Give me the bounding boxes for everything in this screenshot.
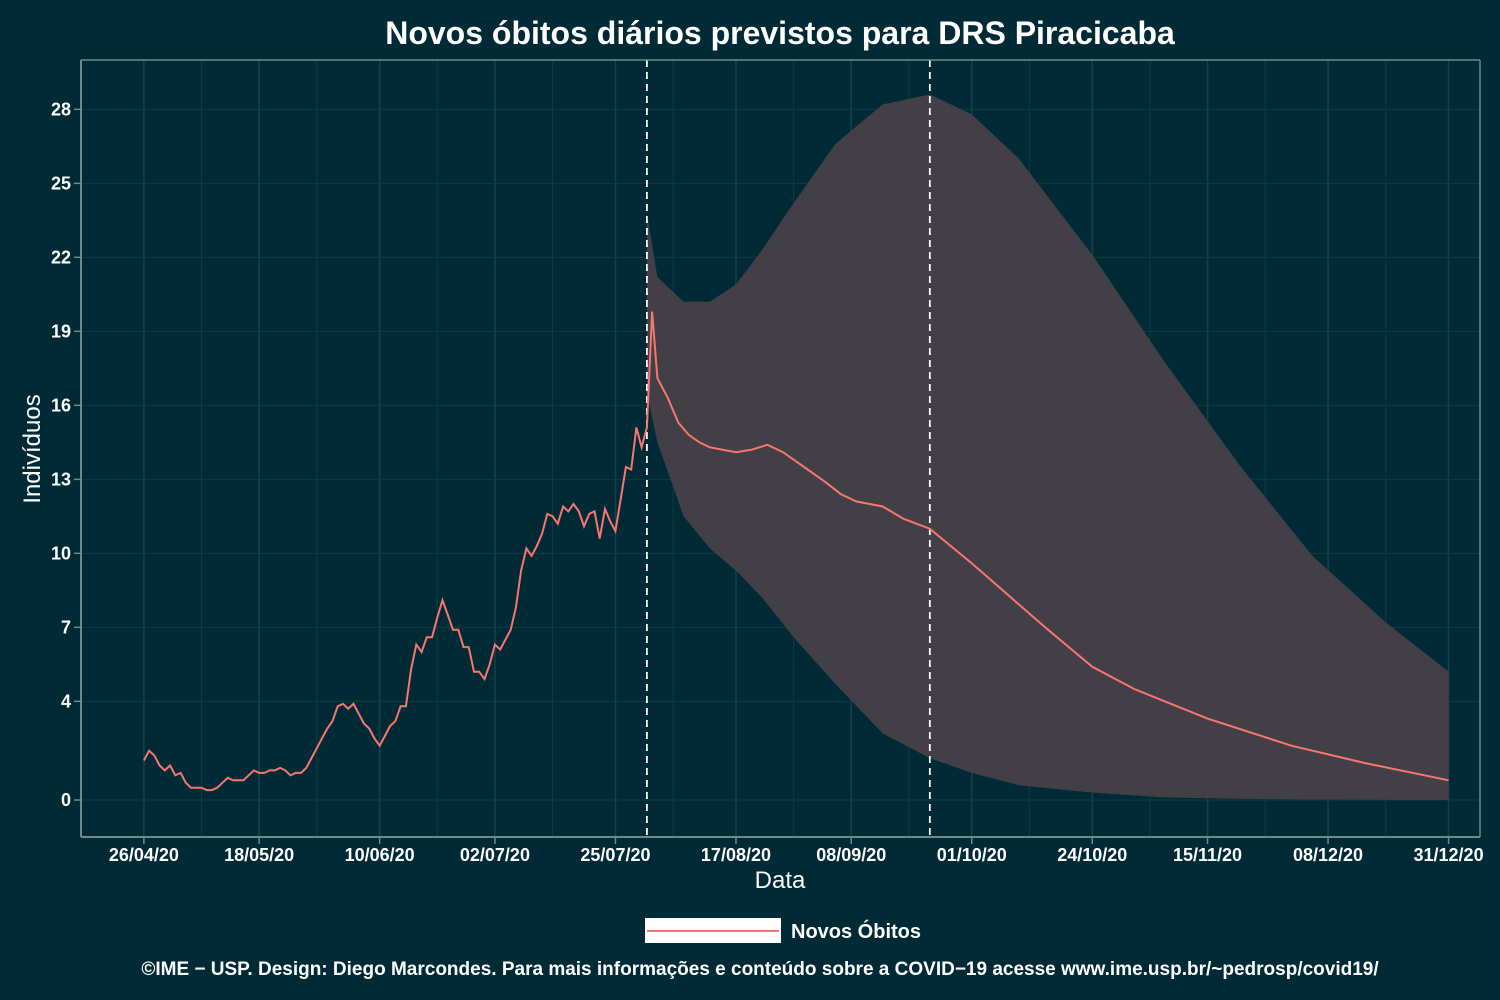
- x-tick-label-7: 01/10/20: [937, 845, 1007, 865]
- legend: Novos Óbitos: [645, 918, 921, 943]
- x-tick-label-6: 08/09/20: [816, 845, 886, 865]
- vertical-lines: [645, 60, 931, 837]
- x-tick-label-1: 18/05/20: [224, 845, 294, 865]
- y-tick-label-9: 28: [51, 99, 71, 119]
- legend-label: Novos Óbitos: [791, 919, 921, 943]
- y-tick-label-8: 25: [51, 173, 71, 193]
- y-ticks: 0 4 7 10 13 16 19 22 25 28: [51, 99, 81, 810]
- x-tick-label-0: 26/04/20: [109, 845, 179, 865]
- x-tick-label-5: 17/08/20: [701, 845, 771, 865]
- x-ticks: 26/04/20 18/05/20 10/06/20 02/07/20 25/07/20…: [109, 837, 1484, 865]
- x-tick-label-8: 24/10/20: [1057, 845, 1127, 865]
- x-axis-label: Data: [755, 867, 806, 894]
- x-tick-label-2: 10/06/20: [345, 845, 415, 865]
- y-tick-label-5: 16: [51, 395, 71, 415]
- y-tick-label-6: 19: [51, 321, 71, 341]
- y-tick-label-0: 0: [61, 790, 71, 810]
- y-axis-label: Indivíduos: [19, 394, 46, 503]
- chart-title: Novos óbitos diários previstos para DRS …: [385, 15, 1175, 51]
- x-tick-label-10: 08/12/20: [1293, 845, 1363, 865]
- x-tick-label-11: 31/12/20: [1414, 845, 1484, 865]
- y-tick-label-7: 22: [51, 247, 71, 267]
- y-tick-label-3: 10: [51, 543, 71, 563]
- y-tick-label-4: 13: [51, 469, 71, 489]
- x-tick-label-4: 25/07/20: [580, 845, 650, 865]
- x-tick-label-3: 02/07/20: [460, 845, 530, 865]
- prediction-interval-band: [646, 94, 1449, 800]
- y-tick-label-1: 4: [61, 691, 71, 711]
- y-tick-label-2: 7: [61, 617, 71, 637]
- caption: ©IME − USP. Design: Diego Marcondes. Par…: [141, 959, 1379, 980]
- series-line-novos-obitos: [143, 311, 1449, 792]
- x-tick-label-9: 15/11/20: [1173, 845, 1242, 865]
